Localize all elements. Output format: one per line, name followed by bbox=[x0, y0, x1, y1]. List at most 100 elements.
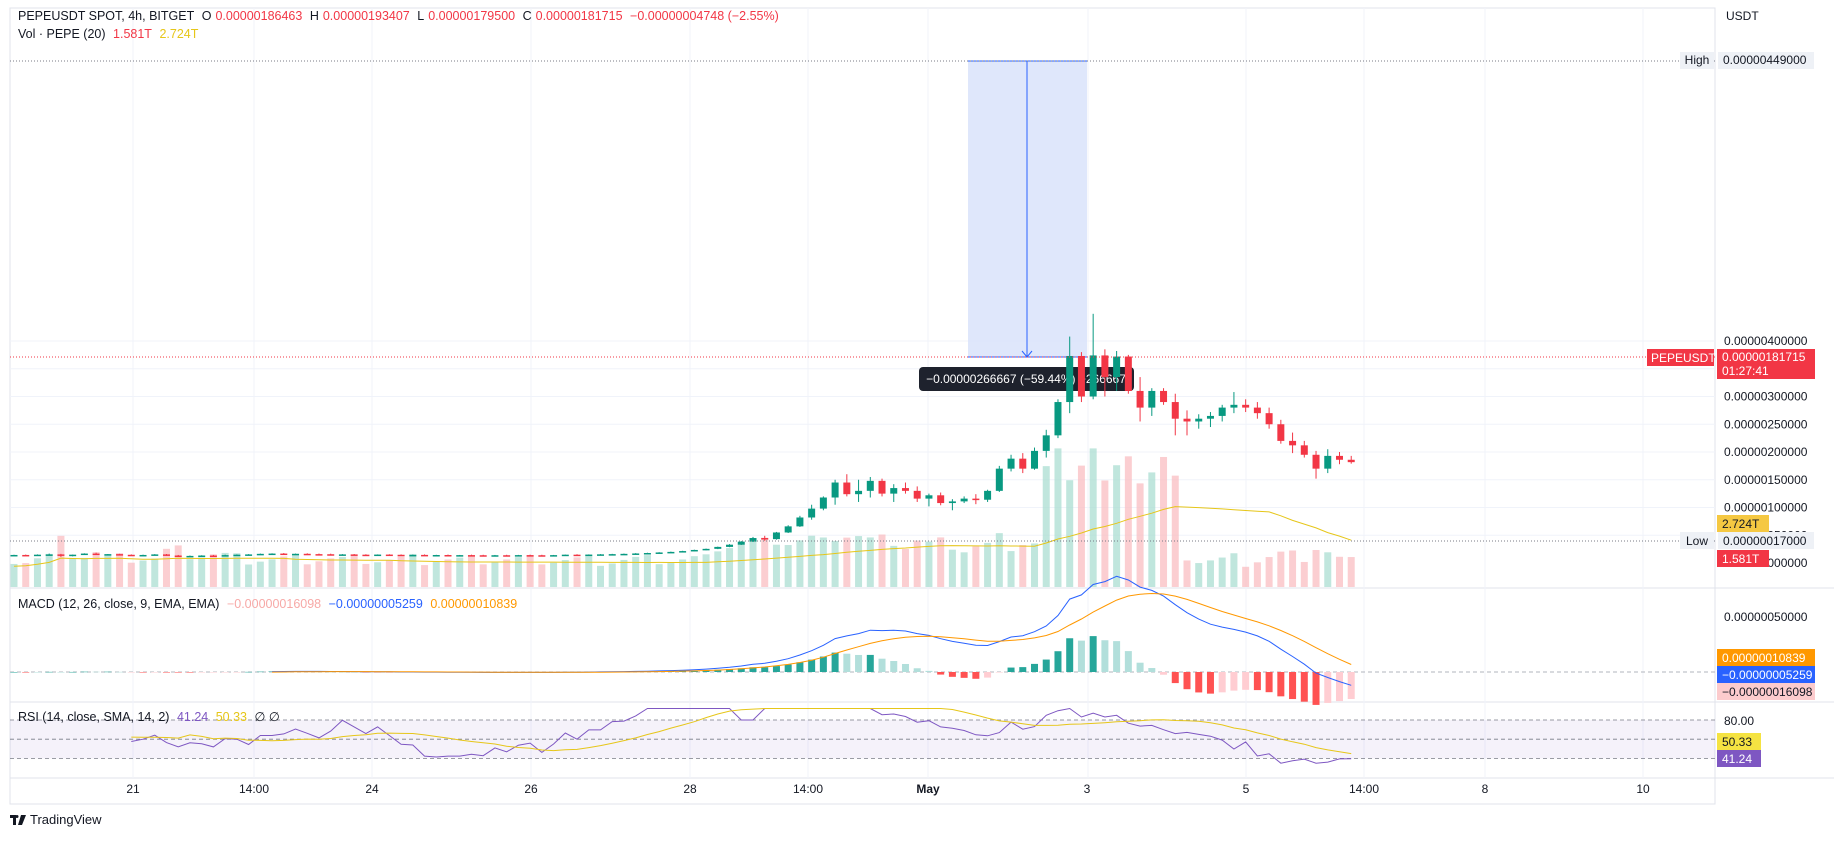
price-tick: 0.00000200000 bbox=[1724, 445, 1808, 459]
volume-ma-value: 2.724T bbox=[159, 27, 199, 41]
volume-bar bbox=[1300, 561, 1308, 587]
volume-bar bbox=[362, 563, 370, 587]
volume-bar bbox=[33, 558, 41, 587]
macd-label[interactable]: MACD (12, 26, close, 9, EMA, EMA) bbox=[18, 597, 220, 611]
macd-histogram-bar bbox=[127, 672, 135, 673]
candle-body bbox=[514, 555, 522, 557]
reference-lines bbox=[10, 60, 1715, 542]
volume-bar bbox=[491, 561, 499, 587]
candle-body bbox=[714, 546, 722, 549]
c-label: C bbox=[522, 9, 532, 23]
candle-body bbox=[479, 555, 487, 557]
last-price: 0.00000181715 bbox=[1722, 350, 1806, 364]
tradingview-logo[interactable]: TradingView bbox=[10, 812, 102, 827]
macd-histogram-bar bbox=[186, 672, 194, 673]
macd-histogram-bar bbox=[338, 671, 346, 673]
volume-bar bbox=[538, 564, 546, 587]
macd-histogram-bar bbox=[984, 672, 992, 678]
candle-body bbox=[937, 495, 945, 504]
candle-body bbox=[432, 555, 440, 557]
candle-body bbox=[233, 554, 241, 557]
macd-histogram-bar bbox=[761, 667, 769, 672]
candle-body bbox=[573, 554, 581, 557]
macd-pane bbox=[10, 575, 1715, 705]
volume-bar bbox=[984, 542, 992, 587]
candle-body bbox=[92, 553, 100, 556]
candle-body bbox=[1089, 355, 1097, 397]
candle-body bbox=[1300, 445, 1308, 455]
price-legend: PEPEUSDT SPOT, 4h, BITGET O 0.00000186463… bbox=[18, 9, 783, 23]
candle-body bbox=[280, 553, 288, 556]
last-price-box bbox=[1717, 349, 1815, 379]
low-tag-box bbox=[1680, 532, 1714, 549]
candle-body bbox=[1289, 440, 1297, 446]
candle-body bbox=[726, 544, 734, 547]
macd-histogram-bar bbox=[937, 672, 945, 675]
macd-tick: 0.00000050000 bbox=[1724, 610, 1808, 624]
measure-tool: −0.00000266667 (−59.44%) −266667 bbox=[919, 60, 1134, 391]
symbol-label[interactable]: PEPEUSDT SPOT, 4h, BITGET bbox=[18, 9, 195, 23]
currency-label[interactable]: USDT bbox=[1726, 9, 1759, 23]
price-tick: 0.00000400000 bbox=[1724, 334, 1808, 348]
volume-bar bbox=[1206, 560, 1214, 587]
candle-body bbox=[1195, 418, 1203, 422]
price-tick: 0.00000150000 bbox=[1724, 473, 1808, 487]
candle-body bbox=[1206, 415, 1214, 419]
candle-body bbox=[761, 538, 769, 540]
candle-body bbox=[256, 553, 264, 556]
candle-body bbox=[57, 554, 65, 556]
candle-body bbox=[1042, 435, 1050, 451]
macd-histogram-bar bbox=[1324, 672, 1332, 703]
volume-bar bbox=[1253, 562, 1261, 587]
rsi-flag-icons: ∅ ∅ bbox=[254, 710, 280, 724]
macd-histogram-bar bbox=[1101, 640, 1109, 672]
macd-histogram-bar bbox=[796, 662, 804, 672]
candle-body bbox=[1054, 402, 1062, 436]
macd-histogram-bar bbox=[1242, 672, 1250, 690]
volume-label[interactable]: Vol · PEPE (20) bbox=[18, 27, 106, 41]
volume-bar bbox=[1124, 456, 1132, 587]
high-value-box bbox=[1718, 52, 1814, 69]
rsi-label[interactable]: RSI (14, close, SMA, 14, 2) bbox=[18, 710, 170, 724]
macd-histogram-bar bbox=[901, 663, 909, 672]
vol-ma-tag: 2.724T bbox=[1722, 517, 1760, 531]
volume-bar bbox=[608, 563, 616, 587]
macd-histogram-bar bbox=[1148, 668, 1156, 672]
price-axes: 0.000004000000.000003500000.000003000000… bbox=[1647, 52, 1815, 767]
rsi-tick: 80.00 bbox=[1724, 714, 1754, 728]
candle-body bbox=[467, 555, 475, 557]
volume-bar bbox=[127, 562, 135, 587]
macd-histogram-bar bbox=[1171, 672, 1179, 684]
macd-histogram-bar bbox=[866, 654, 874, 672]
candle-body bbox=[1160, 390, 1168, 403]
candle-body bbox=[1277, 424, 1285, 441]
macd-histogram-bar bbox=[1136, 662, 1144, 672]
volume-bar bbox=[1148, 472, 1156, 587]
macd-histogram-bar bbox=[233, 672, 241, 673]
candle-body bbox=[221, 555, 229, 557]
candle-body bbox=[550, 555, 558, 557]
macd-hist-value: −0.00000016098 bbox=[226, 597, 322, 611]
candle-body bbox=[772, 532, 780, 540]
macd-histogram-bar bbox=[808, 659, 816, 672]
candle-body bbox=[702, 548, 710, 551]
candle-body bbox=[1324, 455, 1332, 469]
candle-body bbox=[268, 553, 276, 556]
macd-histogram-bar bbox=[104, 671, 112, 673]
candle-body bbox=[104, 554, 112, 556]
macd-histogram-bar bbox=[1042, 659, 1050, 672]
volume-bar bbox=[198, 557, 206, 587]
candle-body bbox=[209, 555, 217, 558]
candle-body bbox=[679, 551, 687, 553]
time-tick: 26 bbox=[524, 782, 538, 796]
volume-bar bbox=[385, 559, 393, 587]
macd-histogram-bar bbox=[995, 672, 1003, 673]
volume-bar bbox=[1171, 475, 1179, 587]
volume-bar bbox=[209, 554, 217, 587]
candle-body bbox=[1171, 402, 1179, 419]
signal-line bbox=[272, 592, 1352, 673]
volume-bar bbox=[479, 564, 487, 587]
candle-body bbox=[174, 555, 182, 558]
